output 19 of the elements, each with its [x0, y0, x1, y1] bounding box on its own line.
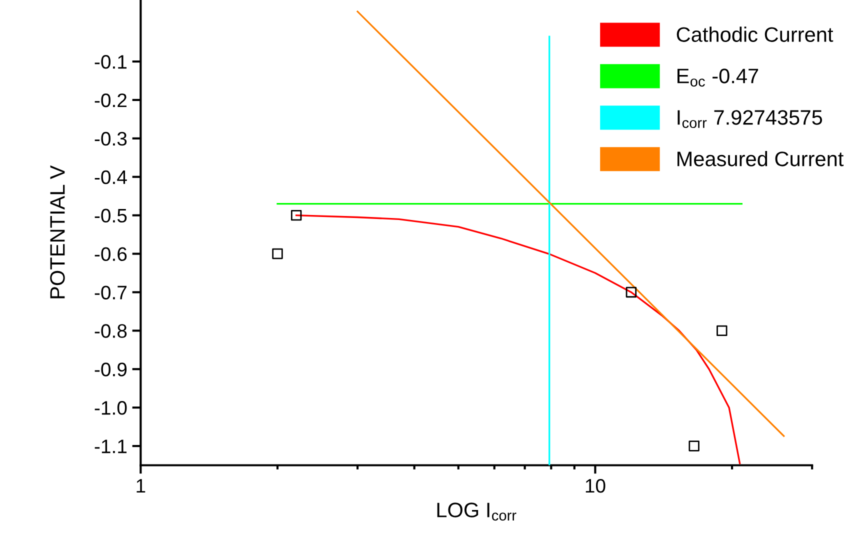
y-tick-label: -0.1 [94, 54, 127, 69]
legend-label: Cathodic Current [676, 26, 834, 42]
legend-label: E$_{oc}$ -0.47 [678, 68, 758, 87]
y-tick-label: -1.1 [94, 440, 127, 454]
y-axis-title: POTENTIAL V [50, 165, 65, 298]
y-tick-label: -0.2 [94, 93, 126, 108]
y-tick-label: -0.3 [94, 132, 127, 146]
x-tick-label: 1 [136, 479, 146, 493]
y-tick-label: -1.0 [94, 401, 127, 415]
y-tick-label: -0.5 [94, 208, 127, 223]
y-tick-label: -0.9 [94, 362, 127, 376]
legend-label: Measured Current [678, 151, 844, 166]
y-tick-label: -0.4 [94, 170, 127, 184]
legend-label: I$_{corr}$ 7.92743575 [678, 110, 822, 128]
y-tick-label: -0.8 [94, 324, 127, 338]
x-axis-title: LOG I$_{corr}$ [437, 502, 516, 521]
y-tick-label: -0.6 [94, 247, 127, 262]
x-tick-label: 10 [586, 478, 606, 493]
y-tick-label: -0.7 [94, 286, 126, 300]
